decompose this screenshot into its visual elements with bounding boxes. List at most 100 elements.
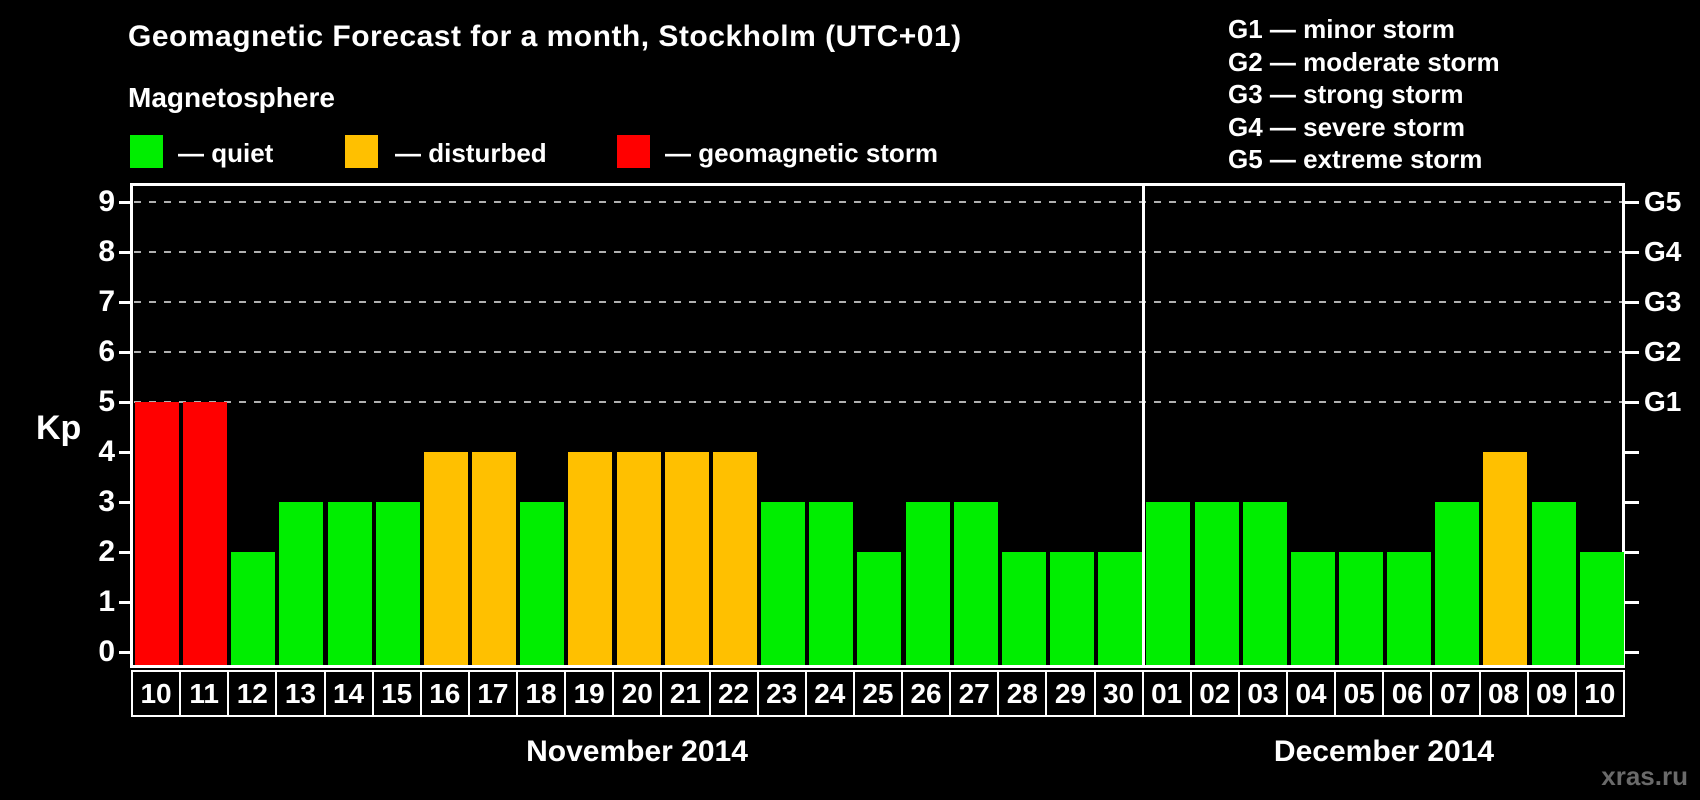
kp-bar [1098, 552, 1143, 665]
y-tick-label: 8 [98, 235, 115, 268]
left-tick-6 [119, 351, 130, 354]
date-cell: 09 [1526, 670, 1577, 717]
date-cell: 10 [1574, 670, 1625, 717]
disturbed-swatch [345, 135, 378, 168]
date-cell: 16 [419, 670, 470, 717]
kp-bar [809, 502, 854, 665]
right-tick-9 [1625, 201, 1639, 204]
date-cell: 14 [323, 670, 374, 717]
date-axis: 10 11 12 13 14 15 16 17 18 19 20 21 22 23 24 25 26 27 28 29… [131, 670, 1625, 717]
g-axis-label: G5 [1644, 186, 1682, 217]
legend-item-label: — geomagnetic storm [665, 138, 939, 168]
page-title: Geomagnetic Forecast for a month, Stockh… [128, 20, 962, 53]
left-tick-0 [119, 651, 130, 654]
kp-bar [1531, 502, 1576, 665]
gridline-kp5 [134, 401, 1622, 403]
right-tick-6 [1625, 351, 1639, 354]
month-divider-line [1142, 186, 1145, 665]
right-tick-3 [1625, 501, 1639, 504]
kp-bar [905, 502, 950, 665]
g-legend-line: G3 — strong storm [1228, 79, 1464, 109]
date-cell: 07 [1430, 670, 1481, 717]
date-cell: 15 [371, 670, 422, 717]
date-cell: 12 [227, 670, 278, 717]
y-tick-label: 4 [98, 435, 115, 468]
date-cell: 04 [1286, 670, 1337, 717]
date-cell: 29 [1045, 670, 1096, 717]
date-cell: 24 [804, 670, 855, 717]
kp-bar [472, 452, 517, 665]
date-cell: 25 [852, 670, 903, 717]
kp-bar [616, 452, 661, 665]
gridline-kp7 [134, 301, 1622, 303]
kp-bar [183, 402, 228, 665]
kp-bar [1194, 502, 1239, 665]
left-tick-9 [119, 201, 130, 204]
kp-bar [1290, 552, 1335, 665]
left-tick-4 [119, 451, 130, 454]
left-tick-8 [119, 251, 130, 254]
right-tick-8 [1625, 251, 1639, 254]
kp-bar [664, 452, 709, 665]
kp-bar [520, 502, 565, 665]
kp-bar [1387, 552, 1432, 665]
g-axis-label: G2 [1644, 336, 1682, 367]
kp-bar [423, 452, 468, 665]
kp-bar [1050, 552, 1095, 665]
date-cell: 23 [756, 670, 807, 717]
date-cell: 26 [901, 670, 952, 717]
left-tick-1 [119, 601, 130, 604]
date-cell: 05 [1334, 670, 1385, 717]
kp-bar [857, 552, 902, 665]
y-tick-label: 0 [98, 635, 115, 668]
watermark: xras.ru [1601, 761, 1688, 791]
storm-swatch [617, 135, 650, 168]
right-tick-0 [1625, 651, 1639, 654]
gridline-kp8 [134, 251, 1622, 253]
y-tick-label: 6 [98, 335, 115, 368]
plot-frame [130, 183, 1625, 668]
kp-bar [279, 502, 324, 665]
date-cell: 10 [131, 670, 182, 717]
kp-bar [1242, 502, 1287, 665]
right-tick-7 [1625, 301, 1639, 304]
g-legend-line: G4 — severe storm [1228, 111, 1466, 142]
kp-bar [1483, 452, 1528, 665]
kp-axis-title: Kp [36, 409, 82, 447]
date-cell: 08 [1478, 670, 1529, 717]
date-cell: 27 [949, 670, 1000, 717]
date-cell: 13 [275, 670, 326, 717]
kp-bar [1146, 502, 1191, 665]
legend-heading: Magnetosphere [128, 82, 335, 113]
y-tick-label: 1 [98, 585, 115, 618]
g-legend-line: G2 — moderate storm [1228, 46, 1500, 77]
kp-bar [1579, 552, 1624, 665]
kp-bar [953, 502, 998, 665]
kp-bar [1435, 502, 1480, 665]
g-axis-label: G1 [1644, 386, 1682, 417]
date-cell: 22 [708, 670, 759, 717]
kp-bar [135, 402, 179, 665]
date-cell: 02 [1189, 670, 1240, 717]
kp-bar [761, 502, 806, 665]
g-legend-line: G1 — minor storm [1228, 14, 1455, 44]
right-tick-2 [1625, 551, 1639, 554]
kp-bar [568, 452, 613, 665]
date-cell: 03 [1237, 670, 1288, 717]
quiet-swatch [130, 135, 163, 168]
month-label-december: December 2014 [1273, 735, 1495, 768]
date-cell: 06 [1382, 670, 1433, 717]
y-tick-label: 5 [98, 385, 115, 418]
date-cell: 01 [1141, 670, 1192, 717]
y-tick-label: 7 [98, 285, 115, 318]
kp-bar [1339, 552, 1383, 665]
left-tick-7 [119, 301, 130, 304]
g-axis-label: G3 [1644, 286, 1682, 317]
left-tick-5 [119, 401, 130, 404]
kp-bar [375, 502, 420, 665]
left-tick-2 [119, 551, 130, 554]
month-label-november: November 2014 [526, 735, 748, 768]
right-tick-5 [1625, 401, 1639, 404]
right-tick-4 [1625, 451, 1639, 454]
